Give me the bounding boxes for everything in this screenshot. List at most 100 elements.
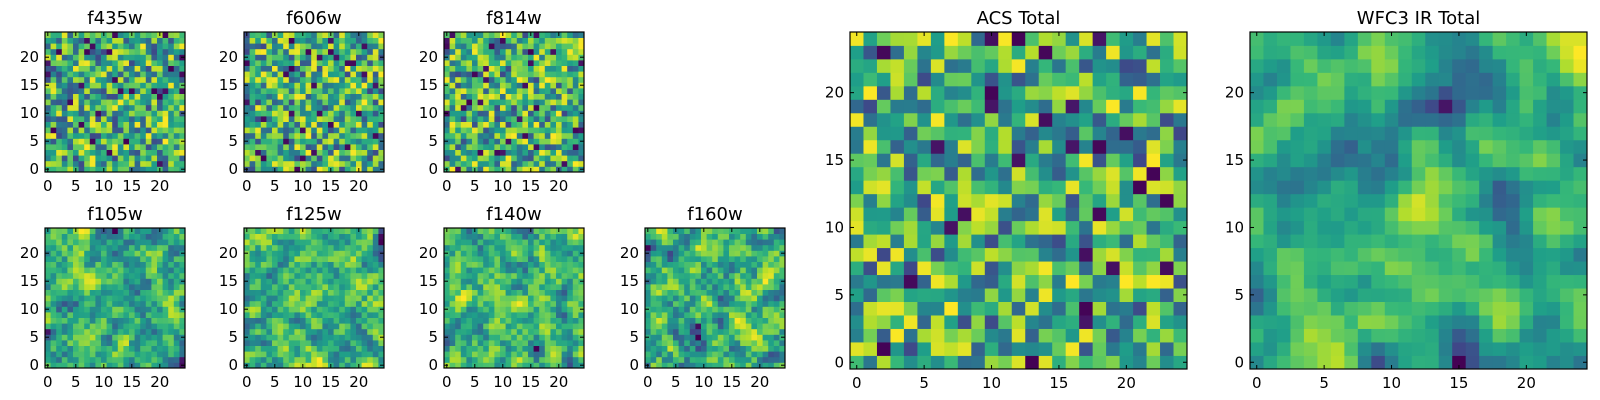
heatmap-cell <box>50 250 57 257</box>
heatmap-cell <box>67 149 74 156</box>
heatmap-cell <box>578 48 585 55</box>
heatmap-cell <box>168 144 175 150</box>
heatmap-cell <box>84 71 91 78</box>
heatmap-cell <box>129 312 135 318</box>
heatmap-cell <box>339 138 346 145</box>
heatmap-cell <box>145 295 152 302</box>
y-tick-label: 10 <box>620 300 639 318</box>
heatmap-cell <box>539 250 546 257</box>
heatmap-cell <box>61 300 68 307</box>
heatmap-cell <box>449 306 456 313</box>
heatmap-cell <box>505 278 512 285</box>
heatmap-cell <box>328 127 334 134</box>
heatmap-cell <box>522 284 529 290</box>
heatmap-cell <box>695 233 702 240</box>
heatmap-cell <box>556 306 562 313</box>
heatmap-cell <box>249 323 256 330</box>
heatmap-cell <box>773 328 780 335</box>
heatmap-cell <box>123 116 130 122</box>
heatmap-cell <box>168 93 175 100</box>
heatmap-cell <box>123 328 130 335</box>
heatmap-cell <box>673 356 679 363</box>
heatmap-cell <box>328 233 334 240</box>
heatmap-cell <box>863 153 878 168</box>
heatmap-cell <box>544 138 551 145</box>
heatmap-cell <box>272 340 278 346</box>
heatmap-cell <box>134 351 141 358</box>
heatmap-cell <box>578 239 585 246</box>
heatmap-cell <box>511 340 518 346</box>
heatmap-cell <box>73 88 79 94</box>
heatmap-cell <box>444 149 450 156</box>
heatmap-cell <box>572 239 579 246</box>
heatmap-cell <box>472 250 478 257</box>
heatmap-cell <box>539 233 546 240</box>
heatmap-cell <box>260 306 267 313</box>
heatmap-cell <box>455 116 462 122</box>
heatmap-cell <box>112 160 119 167</box>
heatmap-cell <box>316 323 323 330</box>
heatmap-cell <box>255 166 262 173</box>
heatmap-cell <box>779 289 786 296</box>
heatmap-cell <box>45 155 51 162</box>
heatmap-cell <box>84 356 91 363</box>
heatmap-cell <box>740 244 747 251</box>
heatmap-cell <box>1106 207 1120 222</box>
heatmap-cell <box>466 160 473 167</box>
heatmap-cell <box>140 93 147 100</box>
heatmap-cell <box>134 104 141 111</box>
heatmap-cell <box>78 345 85 352</box>
heatmap-cell <box>123 43 130 50</box>
heatmap-cell <box>95 32 102 38</box>
heatmap-cell <box>511 132 518 139</box>
heatmap-cell <box>500 93 506 100</box>
heatmap-cell <box>61 43 68 50</box>
heatmap-cell <box>101 267 107 274</box>
heatmap-cell <box>1133 166 1147 181</box>
heatmap-cell <box>572 340 579 346</box>
heatmap-cell <box>483 334 490 341</box>
heatmap-cell <box>528 48 534 55</box>
heatmap-cell <box>723 334 730 341</box>
heatmap-cell <box>449 323 456 330</box>
heatmap-cell <box>723 289 730 296</box>
heatmap-cell <box>328 65 334 72</box>
heatmap-cell <box>528 138 534 145</box>
heatmap-cell <box>717 317 724 324</box>
heatmap-cell <box>455 144 462 150</box>
heatmap-cell <box>367 160 374 167</box>
heatmap-cell <box>673 317 679 324</box>
heatmap-cell <box>101 284 107 290</box>
heatmap-cell <box>129 244 135 251</box>
heatmap-cell <box>472 48 478 55</box>
heatmap-cell <box>544 88 551 94</box>
x-tick-label: 15 <box>122 177 141 195</box>
heatmap-cell <box>455 93 462 100</box>
heatmap-cell <box>266 244 273 251</box>
heatmap-cell <box>300 300 306 307</box>
heatmap-cell <box>460 76 467 83</box>
heatmap-cell <box>494 99 501 106</box>
heatmap-cell <box>695 289 702 296</box>
heatmap-cell <box>1079 247 1094 262</box>
heatmap-cell <box>56 306 63 313</box>
heatmap-cell <box>101 43 107 50</box>
y-tick-label: 5 <box>228 328 238 346</box>
heatmap-cell <box>367 127 374 134</box>
heatmap-cell <box>266 278 273 285</box>
heatmap-cell <box>561 121 568 128</box>
heatmap-cell <box>266 54 273 61</box>
heatmap-cell <box>50 160 57 167</box>
heatmap-cell <box>773 312 780 318</box>
heatmap-cell <box>483 362 490 369</box>
heatmap-cell <box>157 300 163 307</box>
heatmap-cell <box>550 362 557 369</box>
heatmap-cell <box>300 127 306 134</box>
heatmap-cell <box>61 99 68 106</box>
heatmap-cell <box>255 345 262 352</box>
heatmap-cell <box>516 104 523 111</box>
heatmap-cell <box>316 132 323 139</box>
heatmap-cell <box>516 110 523 117</box>
heatmap-cell <box>729 244 735 251</box>
heatmap-cell <box>1079 220 1094 235</box>
